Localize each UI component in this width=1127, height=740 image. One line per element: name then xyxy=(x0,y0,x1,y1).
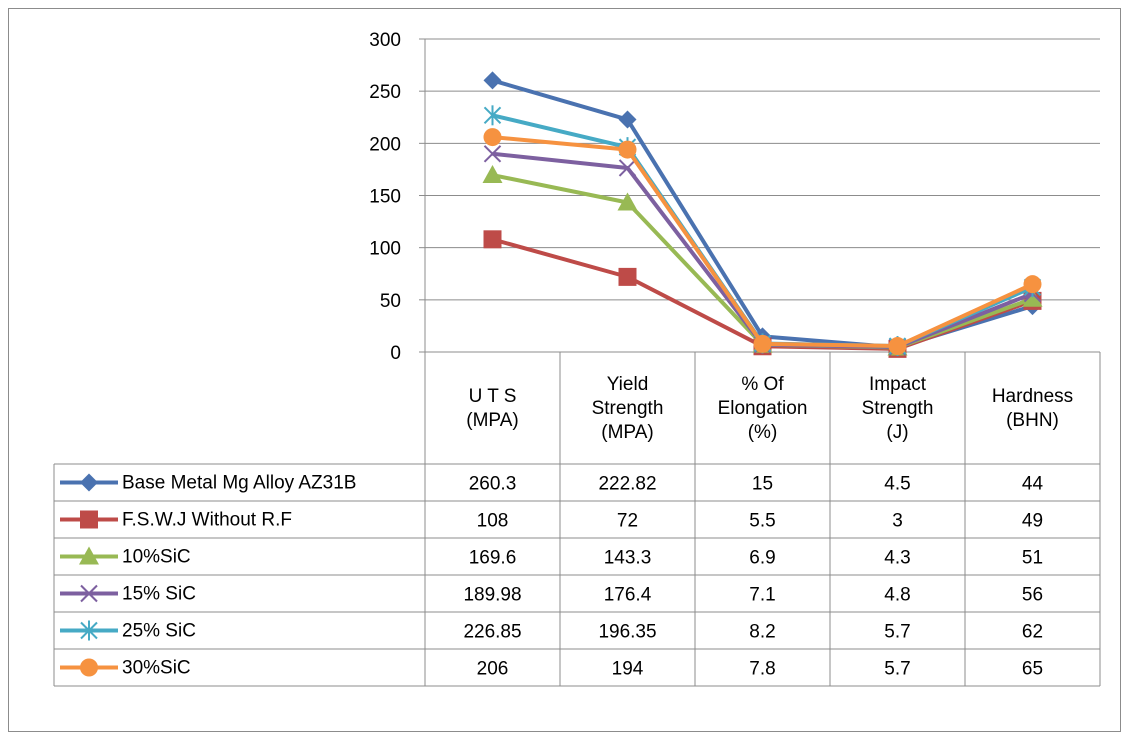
data-point xyxy=(888,337,907,356)
y-tick-label: 50 xyxy=(380,291,401,312)
table-cell-value: 169.6 xyxy=(469,548,517,569)
table-cell-value: 226.85 xyxy=(463,622,521,643)
table-row: Base Metal Mg Alloy AZ31B 260.3 222.82 15 4.… xyxy=(60,473,1043,495)
category-label-line: Hardness xyxy=(992,386,1073,407)
series-line xyxy=(492,151,1034,349)
series-5 xyxy=(483,128,1042,356)
category-label: Hardness (BHN) xyxy=(992,386,1073,431)
data-point xyxy=(80,510,98,529)
data-point xyxy=(80,658,98,677)
data-point xyxy=(753,334,772,353)
data-point xyxy=(80,620,98,641)
y-tick-label: 250 xyxy=(369,82,401,103)
table-row: 30%SiC 206 194 7.8 5.7 65 xyxy=(60,658,1043,680)
y-tick-label: 150 xyxy=(369,187,401,208)
table-cell-value: 176.4 xyxy=(604,585,652,606)
category-label: Impact Strength (J) xyxy=(862,374,934,443)
legend-series-name: 25% SiC xyxy=(122,621,196,642)
table-cell-value: 6.9 xyxy=(749,548,775,569)
table-cell-value: 4.5 xyxy=(884,474,910,495)
table-cell-value: 56 xyxy=(1022,585,1043,606)
table-cell-value: 62 xyxy=(1022,622,1043,643)
category-label-line: (MPA) xyxy=(466,410,518,431)
category-label-line: (BHN) xyxy=(1006,410,1059,431)
series-line xyxy=(491,78,1034,350)
legend-series-name: 15% SiC xyxy=(122,584,196,605)
y-tick-label: 0 xyxy=(390,343,401,364)
category-label-line: Impact xyxy=(869,374,927,395)
data-point xyxy=(80,473,98,492)
table-cell-value: 51 xyxy=(1022,548,1043,569)
data-point xyxy=(483,230,502,249)
data-point xyxy=(618,140,637,159)
table-cell-value: 196.35 xyxy=(598,622,656,643)
data-point xyxy=(618,267,637,286)
table-cell-value: 206 xyxy=(477,659,509,680)
legend-series-name: 30%SiC xyxy=(122,658,191,679)
table-cell-value: 194 xyxy=(612,659,644,680)
table-cell-value: 72 xyxy=(617,511,638,532)
category-label: Yield Strength (MPA) xyxy=(592,374,664,443)
category-label-line: U T S xyxy=(469,386,517,407)
data-point xyxy=(79,546,99,565)
legend-series-name: 10%SiC xyxy=(122,547,191,568)
table-cell-value: 7.1 xyxy=(749,585,775,606)
category-label-line: (MPA) xyxy=(601,422,653,443)
category-label-line: (J) xyxy=(886,422,908,443)
series-0 xyxy=(483,71,1042,357)
table-cell-value: 44 xyxy=(1022,474,1044,495)
chart-frame xyxy=(8,8,1121,732)
table-cell-value: 4.3 xyxy=(884,548,910,569)
category-label-line: Strength xyxy=(592,398,664,419)
category-label-line: (%) xyxy=(748,422,778,443)
table-cell-value: 4.8 xyxy=(884,585,910,606)
category-label-line: % Of xyxy=(741,374,784,395)
table-cell-value: 65 xyxy=(1022,659,1043,680)
table-cell-value: 3 xyxy=(892,511,903,532)
table-cell-value: 143.3 xyxy=(604,548,652,569)
data-point xyxy=(1023,275,1042,294)
series-3 xyxy=(483,145,1042,356)
series-line xyxy=(492,135,1034,349)
category-label: % Of Elongation (%) xyxy=(718,374,808,443)
data-table xyxy=(53,352,1101,687)
data-point xyxy=(1022,288,1043,307)
data-point xyxy=(483,105,502,126)
data-point xyxy=(482,165,503,184)
table-cell-value: 222.82 xyxy=(598,474,656,495)
category-label: U T S (MPA) xyxy=(466,386,518,431)
data-point xyxy=(483,145,502,163)
category-label-line: Yield xyxy=(607,374,649,395)
data-point xyxy=(80,584,98,603)
table-cell-value: 15 xyxy=(752,474,773,495)
data-point xyxy=(618,159,637,177)
legend-series-name: Base Metal Mg Alloy AZ31B xyxy=(122,473,356,494)
category-label-line: Elongation xyxy=(718,398,808,419)
category-label-line: Strength xyxy=(862,398,934,419)
table-cell-value: 8.2 xyxy=(749,622,775,643)
table-cell-value: 7.8 xyxy=(749,659,775,680)
legend-series-name: F.S.W.J Without R.F xyxy=(122,510,292,531)
table-row: 10%SiC 169.6 143.3 6.9 4.3 51 xyxy=(60,546,1043,569)
series-line xyxy=(492,113,1034,349)
table-cell-value: 108 xyxy=(477,511,509,532)
data-point xyxy=(483,128,502,147)
data-point xyxy=(618,110,637,129)
data-point xyxy=(617,192,638,211)
table-cell-value: 49 xyxy=(1022,511,1043,532)
table-cell-value: 260.3 xyxy=(469,474,517,495)
table-cell-value: 189.98 xyxy=(463,585,521,606)
table-cell-value: 5.7 xyxy=(884,622,910,643)
table-cell-value: 5.5 xyxy=(749,511,775,532)
data-point xyxy=(483,71,502,90)
gridlines xyxy=(425,38,1100,353)
table-row: F.S.W.J Without R.F 108 72 5.5 3 49 xyxy=(60,510,1043,532)
y-tick-label: 300 xyxy=(369,30,401,51)
table-cell-value: 5.7 xyxy=(884,659,910,680)
y-tick-label: 200 xyxy=(369,134,401,155)
table-row: 15% SiC 189.98 176.4 7.1 4.8 56 xyxy=(60,584,1043,606)
y-tick-label: 100 xyxy=(369,239,401,260)
table-row: 25% SiC 226.85 196.35 8.2 5.7 62 xyxy=(60,620,1043,643)
